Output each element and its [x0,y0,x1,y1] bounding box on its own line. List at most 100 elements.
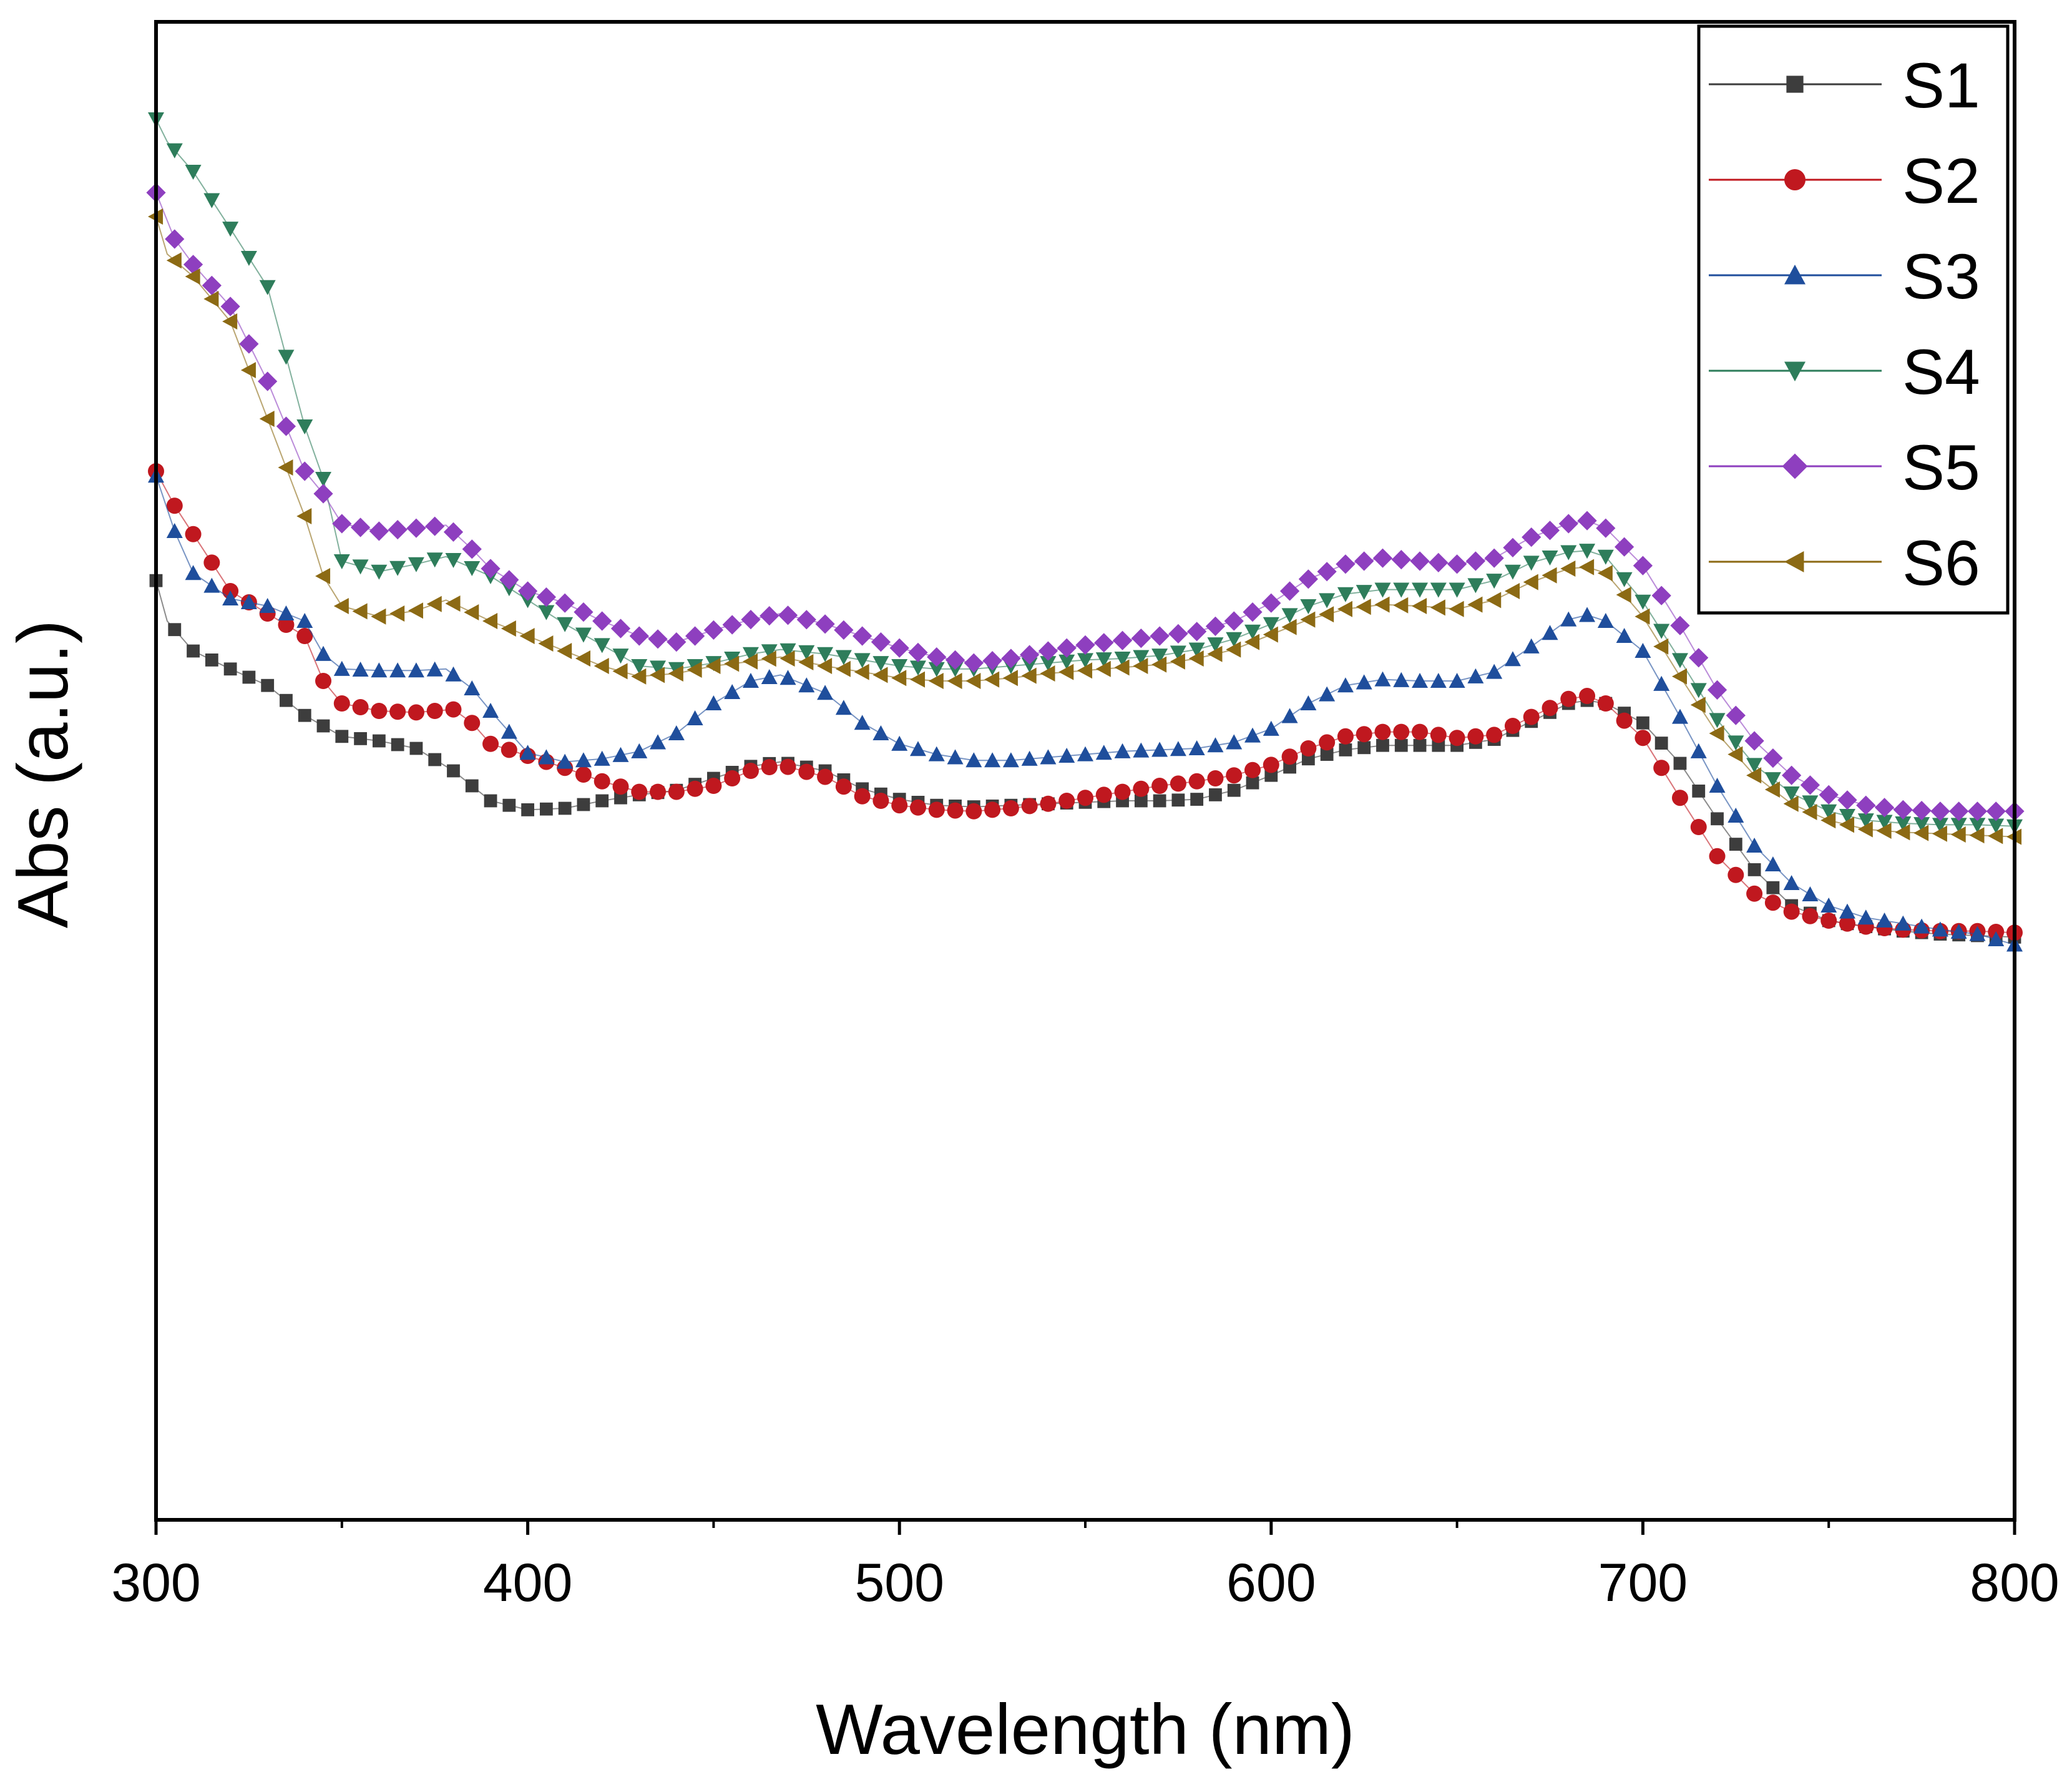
legend-label: S4 [1902,336,1980,408]
data-point [1819,785,1839,805]
data-point [667,632,687,652]
data-point [650,734,667,750]
data-point [1467,578,1484,594]
data-point [1802,908,1819,924]
data-point [445,595,461,612]
x-tick-label: 500 [854,1553,944,1613]
data-point [166,252,182,269]
data-point [484,794,497,808]
data-point [1654,737,1668,750]
data-point [1187,622,1207,642]
data-point [183,255,203,275]
data-point [428,753,442,766]
data-point [1802,804,1817,820]
data-point [1764,781,1780,798]
data-point [166,497,183,514]
x-tick-label: 800 [1970,1553,2060,1613]
data-point [1412,673,1429,688]
data-point [594,638,610,654]
data-point [408,662,424,678]
data-point [1244,634,1260,650]
data-point [258,371,278,391]
data-point [538,749,555,765]
data-point [928,746,945,761]
data-point [703,620,723,640]
data-point [1131,629,1151,649]
data-point [1057,638,1077,658]
data-point [1986,801,2006,821]
data-point [408,704,424,721]
data-point [1413,738,1427,752]
data-point [296,419,313,434]
data-point [928,662,945,677]
data-point [352,662,369,677]
data-point [185,164,202,180]
legend-item-s6: S6 [1709,527,1980,599]
data-point [1209,788,1222,801]
legend-item-s4: S4 [1709,336,1980,408]
legend-label: S3 [1902,241,1980,312]
data-point [778,605,798,625]
data-point [1449,730,1465,747]
data-point [891,658,908,674]
data-point [1542,567,1557,584]
data-point [1151,778,1168,794]
data-point [166,143,183,159]
data-point [927,647,947,667]
data-point [1579,559,1595,575]
data-point [1319,593,1336,609]
data-point [1114,651,1131,667]
data-point [1670,615,1690,635]
data-point [1577,511,1597,531]
data-point [779,670,796,685]
data-point [1077,746,1093,761]
data-point [1356,599,1371,615]
data-point [1932,825,1947,842]
series-s6 [148,208,2022,845]
data-point [1673,756,1687,770]
data-point [817,768,834,785]
data-point [668,783,685,800]
data-point [815,614,835,634]
data-point [1913,918,1930,934]
data-point [242,670,256,684]
data-point [909,741,926,756]
data-point [1690,683,1707,698]
data-point [499,570,519,590]
data-point [333,554,350,569]
data-point [316,719,330,733]
data-point [1839,816,1855,833]
data-point [1766,881,1780,894]
data-point [1689,648,1709,668]
data-point [1058,793,1075,809]
data-point [1597,549,1614,565]
data-point [1764,856,1781,872]
data-point [278,459,293,476]
data-point [1597,565,1613,582]
data-point [1430,673,1447,688]
data-point [1020,645,1040,665]
data-point [909,660,926,676]
data-point [1783,786,1800,801]
data-point [1207,737,1224,753]
data-point [1969,818,1986,833]
data-point [1932,921,1948,937]
data-point [1077,790,1093,806]
data-point [222,222,239,237]
data-point [575,766,592,783]
data-point [1467,668,1484,683]
data-point [240,362,256,378]
data-point [464,604,479,620]
data-point [1783,795,1799,812]
data-point [1412,598,1427,614]
legend: S1 S2 S3 S4 S5 S6 [1697,24,2010,615]
data-point [1633,556,1653,575]
data-point [1021,657,1038,673]
data-point [1244,727,1261,743]
data-point [203,554,220,571]
data-point [891,797,908,814]
data-point [1317,562,1337,582]
data-point [1151,649,1168,664]
data-point [409,742,423,755]
